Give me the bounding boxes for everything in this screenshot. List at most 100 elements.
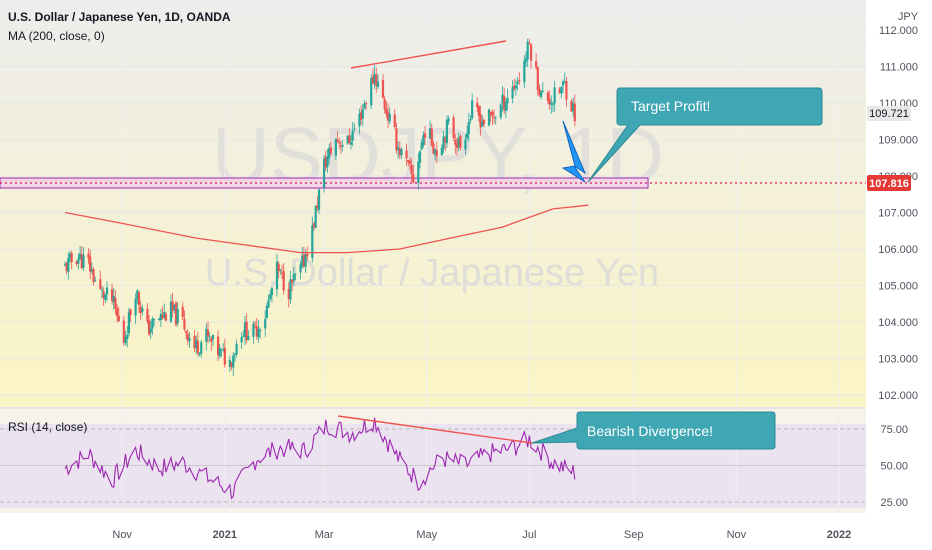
candle-body	[407, 160, 410, 163]
candle-body	[408, 160, 412, 164]
candle-body	[206, 330, 210, 337]
price-axis-background	[866, 0, 932, 550]
candle-body	[476, 102, 479, 108]
candle-body	[173, 304, 176, 310]
candle-body	[326, 156, 329, 168]
price-tick-label: 112.000	[879, 25, 918, 37]
candle-body	[523, 60, 526, 83]
candle-body	[412, 174, 415, 183]
price-pane-background	[0, 0, 866, 407]
candle-body	[112, 295, 115, 303]
price-tick-label: 111.000	[880, 62, 918, 74]
candle-body	[247, 336, 250, 341]
candle-body	[169, 301, 173, 322]
time-tick-label: Nov	[727, 529, 747, 541]
candle-body	[141, 308, 144, 312]
candle-body	[312, 223, 316, 228]
support-price-value: 107.816	[869, 178, 909, 190]
candle-body	[90, 269, 93, 272]
target-profit-text: Target Profit!	[631, 98, 710, 114]
candle-body	[102, 291, 105, 299]
candle-body	[185, 331, 188, 334]
candle-body	[77, 258, 80, 264]
candle-body	[535, 61, 538, 68]
candle-body	[129, 309, 132, 315]
rsi-legend[interactable]: RSI (14, close)	[8, 420, 88, 434]
candle-body	[501, 94, 504, 104]
time-tick-label: Jul	[522, 529, 536, 541]
candle-body	[513, 85, 516, 89]
candle-body	[418, 151, 422, 163]
target-profit-bubble	[587, 87, 823, 183]
candle-body	[434, 149, 437, 155]
candle-body	[432, 143, 435, 154]
candle-body	[94, 280, 97, 281]
rsi-divergence-trendline[interactable]	[337, 415, 533, 444]
candle-body	[572, 103, 575, 112]
candle-body	[235, 343, 238, 355]
candle-body	[211, 335, 215, 340]
candle-body	[388, 113, 391, 122]
candle-body	[205, 328, 208, 342]
candle-body	[455, 144, 459, 148]
rsi-tick-label: 75.00	[880, 424, 908, 436]
candle-body	[504, 102, 507, 112]
ma-legend[interactable]: MA (200, close, 0)	[8, 29, 105, 43]
candle-body	[151, 318, 154, 329]
candle-body	[526, 41, 529, 60]
candle-body	[82, 254, 85, 268]
time-tick-label: Mar	[315, 529, 334, 541]
candle-body	[245, 321, 248, 341]
candle-body	[328, 148, 331, 159]
rsi-axis[interactable]: 75.00 50.00 25.00	[880, 424, 908, 509]
support-price-marker: 107.816	[867, 175, 911, 191]
candle-body	[110, 289, 114, 301]
candle-body	[477, 106, 480, 117]
candle-body	[429, 128, 432, 139]
candle-body	[339, 145, 343, 147]
chart-title[interactable]: U.S. Dollar / Japanese Yen, 1D, OANDA	[8, 10, 231, 24]
price-tick-label: 103.000	[878, 354, 918, 366]
candle-body	[158, 318, 161, 321]
rsi-line[interactable]	[64, 417, 576, 500]
candle-body	[122, 320, 125, 343]
bearish-divergence-callout[interactable]: Bearish Divergence!	[531, 411, 776, 450]
candle-body	[105, 287, 109, 295]
candle-body	[397, 147, 400, 151]
candle-body	[100, 289, 104, 291]
candle-body	[188, 337, 191, 342]
candle-body	[541, 90, 544, 93]
price-axis[interactable]: 112.000111.000110.000109.000108.000107.0…	[878, 25, 918, 402]
candle-body	[469, 119, 472, 121]
candle-body	[139, 306, 142, 314]
candle-body	[75, 260, 78, 264]
price-grid	[0, 0, 866, 513]
candle-body	[336, 139, 339, 142]
candle-body	[114, 297, 117, 309]
price-divergence-trendline[interactable]	[350, 40, 507, 69]
candle-body	[464, 139, 467, 150]
time-axis[interactable]: Nov 2021 Mar May Jul Sep Nov 2022	[112, 529, 851, 541]
candle-body	[161, 314, 164, 319]
candle-body	[487, 109, 491, 126]
candle-body	[365, 103, 368, 104]
ma-200-line[interactable]	[64, 204, 589, 254]
candle-body	[147, 319, 151, 335]
candle-body	[99, 279, 102, 290]
candle-body	[306, 253, 309, 257]
candle-body	[518, 79, 521, 82]
candle-body	[479, 114, 482, 128]
candle-body	[253, 323, 257, 325]
candle-body	[524, 58, 528, 62]
candle-body	[516, 81, 519, 84]
target-profit-callout[interactable]: Target Profit!	[587, 87, 823, 183]
candle-body	[435, 150, 438, 157]
candle-body	[299, 264, 302, 273]
candle-body	[370, 78, 373, 106]
candle-body	[457, 137, 460, 147]
candle-body	[70, 253, 73, 263]
candle-body	[124, 337, 127, 344]
candle-body	[216, 336, 220, 356]
candle-body	[422, 135, 425, 145]
candle-body	[195, 339, 198, 348]
